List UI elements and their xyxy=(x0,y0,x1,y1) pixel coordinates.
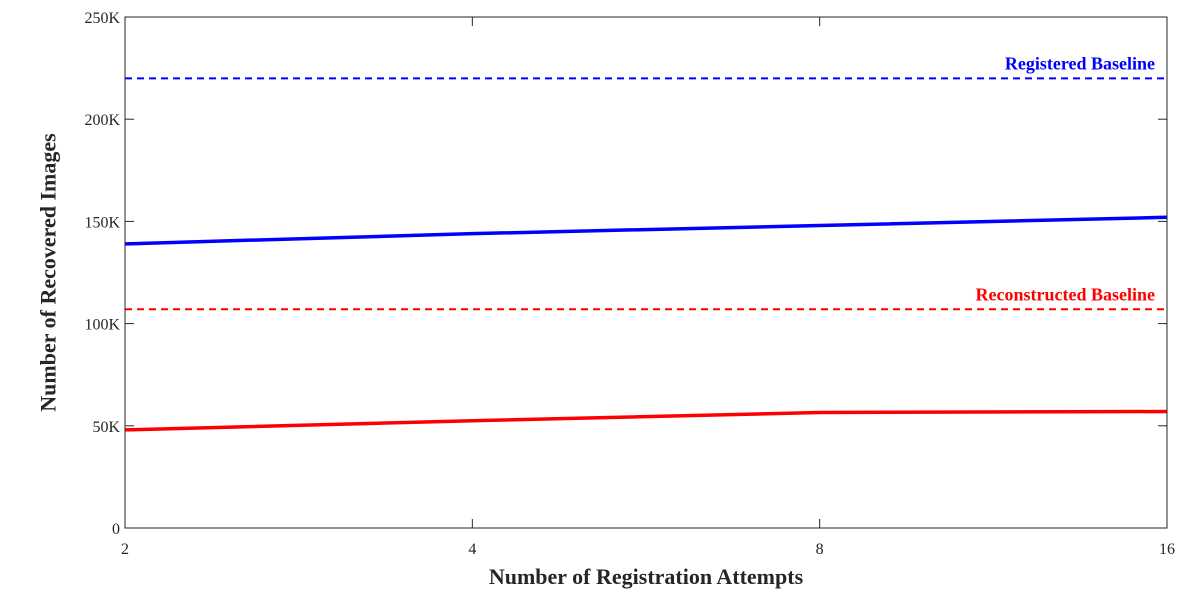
plot-frame xyxy=(124,16,1168,529)
y-axis-title: Number of Recovered Images xyxy=(36,133,61,412)
x-tick-label: 4 xyxy=(468,541,476,558)
y-tick-label: 250K xyxy=(84,10,120,27)
y-tick-label: 0 xyxy=(112,521,120,538)
x-tick-label: 8 xyxy=(816,541,824,558)
series-line xyxy=(124,409,1168,432)
baselines: Registered Baseline Reconstructed Baselin… xyxy=(125,53,1167,311)
series-lines xyxy=(124,215,1168,432)
y-tick-label: 150K xyxy=(84,214,120,231)
y-tick-label: 50K xyxy=(92,419,120,436)
x-axis-title: Number of Registration Attempts xyxy=(489,564,804,589)
y-axis: 0 50K 100K 150K 200K 250K xyxy=(84,10,1167,538)
x-tick-label: 2 xyxy=(121,541,129,558)
baseline-label: Registered Baseline xyxy=(1005,53,1155,73)
x-tick-label: 16 xyxy=(1159,541,1175,558)
y-tick-label: 100K xyxy=(84,317,120,334)
series-line xyxy=(124,215,1168,246)
y-tick-label: 200K xyxy=(84,112,120,129)
baseline-label: Reconstructed Baseline xyxy=(976,284,1155,304)
x-axis: 2 4 8 16 xyxy=(121,17,1175,558)
